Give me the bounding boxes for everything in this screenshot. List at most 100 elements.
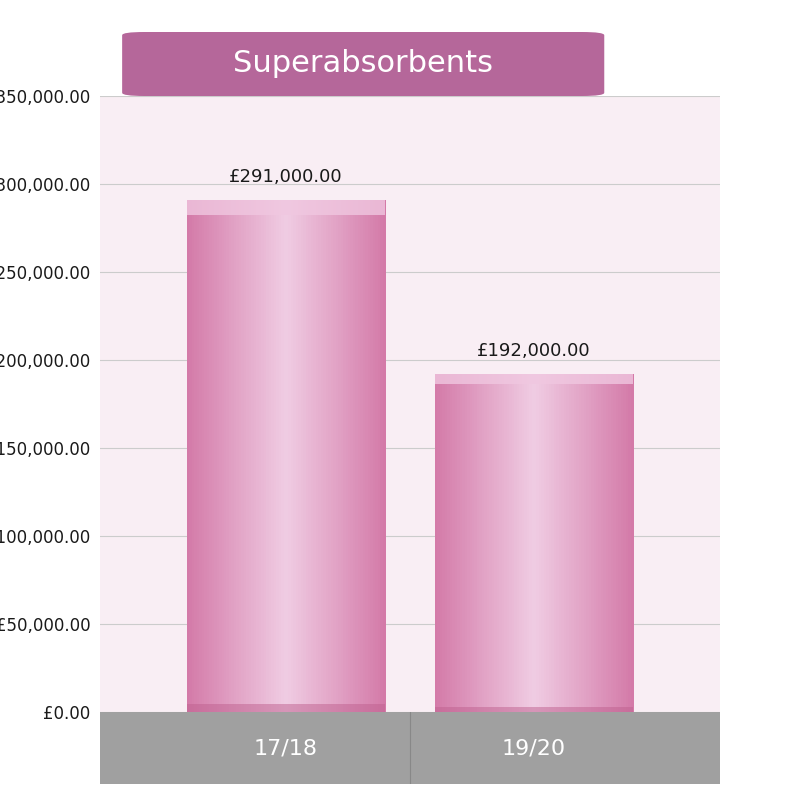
Bar [269,200,272,712]
Bar [522,374,525,712]
FancyBboxPatch shape [122,32,604,96]
Text: £192,000.00: £192,000.00 [477,342,591,360]
Bar [217,200,220,712]
Bar [626,374,629,712]
Bar [589,374,592,712]
Bar [544,374,547,712]
Bar [375,200,378,712]
Bar [452,374,455,712]
Bar [524,374,527,712]
Bar [382,200,386,712]
Bar [378,200,381,712]
Bar [190,200,192,712]
Bar [630,374,634,712]
Bar [531,374,534,712]
Bar [361,200,363,712]
Bar [246,200,250,712]
Bar [281,200,284,712]
Bar [214,200,217,712]
Bar [440,374,443,712]
Bar [537,374,539,712]
Bar [618,374,622,712]
Text: £291,000.00: £291,000.00 [229,168,343,186]
Bar [206,200,210,712]
Bar [310,200,314,712]
Bar [323,200,326,712]
Bar [445,374,448,712]
Bar [482,374,485,712]
Bar [231,200,234,712]
Bar [435,374,438,712]
Bar [509,374,512,712]
Bar [333,200,336,712]
Bar [294,200,297,712]
Bar [328,200,331,712]
Bar [199,200,202,712]
Bar [222,200,225,712]
Bar [258,200,262,712]
Bar [529,374,532,712]
Bar [346,200,349,712]
Bar [187,200,386,215]
Bar [366,200,369,712]
Bar [314,200,316,712]
Bar [321,200,324,712]
Bar [202,200,205,712]
Bar [571,374,574,712]
Bar [534,374,537,712]
Bar [326,200,329,712]
Bar [363,200,366,712]
Bar [254,200,257,712]
Bar [296,200,299,712]
Bar [368,200,371,712]
Bar [512,374,514,712]
Bar [467,374,470,712]
Bar [554,374,557,712]
Bar [350,200,354,712]
Bar [229,200,232,712]
Bar [204,200,207,712]
Bar [586,374,589,712]
Bar [380,200,383,712]
Bar [318,200,322,712]
Bar [462,374,465,712]
Bar [564,374,567,712]
Bar [187,704,386,712]
Bar [256,200,259,712]
Bar [278,200,282,712]
Bar [316,200,319,712]
Bar [487,374,490,712]
Bar [506,374,510,712]
Bar [576,374,579,712]
Bar [457,374,460,712]
Bar [341,200,344,712]
Bar [591,374,594,712]
Bar [556,374,559,712]
Bar [551,374,554,712]
Text: 17/18: 17/18 [254,738,318,758]
Bar [558,374,562,712]
Bar [338,200,341,712]
Bar [355,200,358,712]
Bar [497,374,500,712]
Bar [474,374,478,712]
Bar [239,200,242,712]
Bar [603,374,606,712]
Bar [306,200,309,712]
Bar [447,374,450,712]
Bar [494,374,498,712]
Bar [435,374,634,384]
Bar [249,200,252,712]
Bar [598,374,602,712]
Bar [262,200,264,712]
Bar [234,200,237,712]
Bar [479,374,482,712]
Bar [192,200,195,712]
Bar [499,374,502,712]
Bar [454,374,458,712]
Bar [484,374,487,712]
Bar [276,200,279,712]
Bar [621,374,624,712]
Bar [574,374,577,712]
Bar [274,200,277,712]
